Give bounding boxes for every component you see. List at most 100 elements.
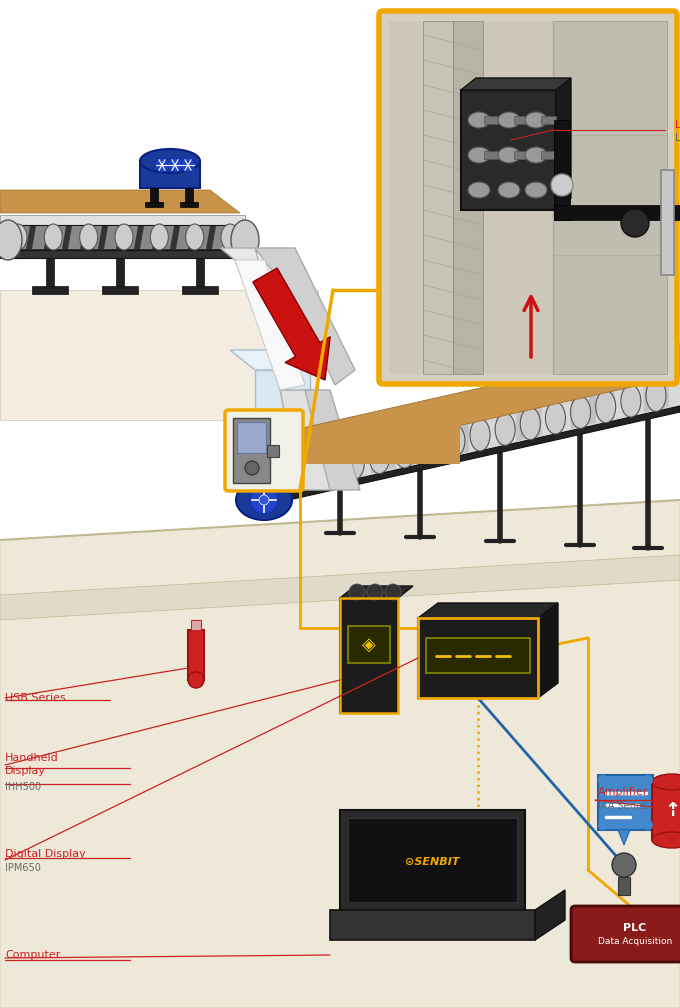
- Bar: [618, 877, 630, 895]
- Ellipse shape: [646, 379, 666, 411]
- Ellipse shape: [80, 224, 98, 250]
- Polygon shape: [230, 350, 310, 370]
- Polygon shape: [554, 120, 570, 220]
- Polygon shape: [104, 226, 120, 249]
- Ellipse shape: [155, 158, 169, 172]
- Ellipse shape: [319, 453, 339, 485]
- Ellipse shape: [349, 584, 365, 600]
- Polygon shape: [598, 775, 653, 830]
- Bar: [180, 202, 198, 207]
- Polygon shape: [498, 415, 505, 445]
- Ellipse shape: [367, 584, 383, 600]
- Ellipse shape: [168, 158, 182, 172]
- FancyBboxPatch shape: [571, 906, 680, 962]
- Ellipse shape: [394, 436, 415, 468]
- Polygon shape: [644, 383, 651, 412]
- Polygon shape: [0, 500, 680, 1008]
- Bar: [541, 151, 556, 159]
- Text: IAA Series: IAA Series: [598, 801, 647, 811]
- Polygon shape: [280, 390, 330, 490]
- Text: IPM650: IPM650: [5, 863, 41, 873]
- Ellipse shape: [44, 224, 63, 250]
- Ellipse shape: [0, 220, 22, 260]
- Polygon shape: [280, 423, 460, 464]
- Bar: [340, 598, 398, 713]
- Ellipse shape: [525, 112, 547, 128]
- Polygon shape: [316, 457, 324, 486]
- Polygon shape: [553, 403, 560, 432]
- Polygon shape: [662, 379, 669, 408]
- Polygon shape: [14, 226, 30, 249]
- Polygon shape: [299, 461, 305, 490]
- Polygon shape: [305, 390, 360, 490]
- Polygon shape: [340, 810, 525, 910]
- Ellipse shape: [498, 147, 520, 163]
- Ellipse shape: [250, 486, 278, 514]
- Polygon shape: [194, 226, 210, 249]
- Ellipse shape: [236, 480, 292, 520]
- Ellipse shape: [369, 442, 390, 474]
- Polygon shape: [280, 374, 680, 496]
- Text: ⊙SENBIT: ⊙SENBIT: [405, 857, 459, 867]
- Polygon shape: [453, 21, 483, 374]
- Ellipse shape: [643, 820, 653, 830]
- Polygon shape: [255, 370, 310, 440]
- Ellipse shape: [245, 461, 259, 475]
- Ellipse shape: [652, 774, 680, 790]
- Polygon shape: [68, 226, 84, 249]
- Ellipse shape: [621, 209, 649, 237]
- Polygon shape: [461, 78, 571, 90]
- Polygon shape: [280, 465, 287, 494]
- Bar: [145, 202, 163, 207]
- Polygon shape: [371, 445, 378, 474]
- Polygon shape: [330, 910, 535, 940]
- Ellipse shape: [115, 224, 133, 250]
- Polygon shape: [122, 226, 138, 249]
- Polygon shape: [220, 248, 295, 390]
- Text: Load Cell: Load Cell: [675, 120, 680, 130]
- Ellipse shape: [643, 775, 653, 785]
- Polygon shape: [50, 226, 66, 249]
- Ellipse shape: [598, 775, 608, 785]
- Polygon shape: [176, 226, 192, 249]
- Bar: [484, 116, 499, 124]
- Polygon shape: [233, 418, 270, 483]
- Ellipse shape: [495, 413, 515, 446]
- Polygon shape: [212, 226, 228, 249]
- Ellipse shape: [598, 820, 608, 830]
- Polygon shape: [140, 226, 156, 249]
- Polygon shape: [534, 407, 541, 436]
- Polygon shape: [535, 890, 565, 940]
- Bar: [182, 286, 218, 294]
- Polygon shape: [280, 406, 680, 502]
- Ellipse shape: [652, 832, 680, 848]
- Polygon shape: [348, 626, 390, 663]
- Text: Data Acquisition: Data Acquisition: [598, 937, 672, 947]
- Ellipse shape: [221, 224, 239, 250]
- Polygon shape: [348, 818, 517, 902]
- Polygon shape: [461, 90, 556, 210]
- Ellipse shape: [186, 224, 204, 250]
- Polygon shape: [0, 290, 318, 420]
- Polygon shape: [340, 586, 413, 598]
- Bar: [116, 258, 124, 290]
- Bar: [32, 286, 68, 294]
- FancyBboxPatch shape: [225, 410, 303, 491]
- Text: ◈: ◈: [362, 636, 376, 654]
- Ellipse shape: [498, 112, 520, 128]
- Polygon shape: [140, 161, 200, 188]
- Text: ↑: ↑: [664, 801, 680, 821]
- Ellipse shape: [520, 407, 541, 439]
- Polygon shape: [389, 440, 396, 470]
- Polygon shape: [335, 453, 341, 482]
- Bar: [267, 445, 279, 457]
- Ellipse shape: [571, 396, 590, 428]
- Bar: [150, 188, 158, 202]
- Polygon shape: [255, 248, 355, 385]
- Polygon shape: [158, 226, 174, 249]
- Polygon shape: [652, 782, 680, 840]
- Ellipse shape: [468, 147, 490, 163]
- Bar: [185, 188, 193, 202]
- Ellipse shape: [621, 385, 641, 417]
- Polygon shape: [553, 21, 667, 374]
